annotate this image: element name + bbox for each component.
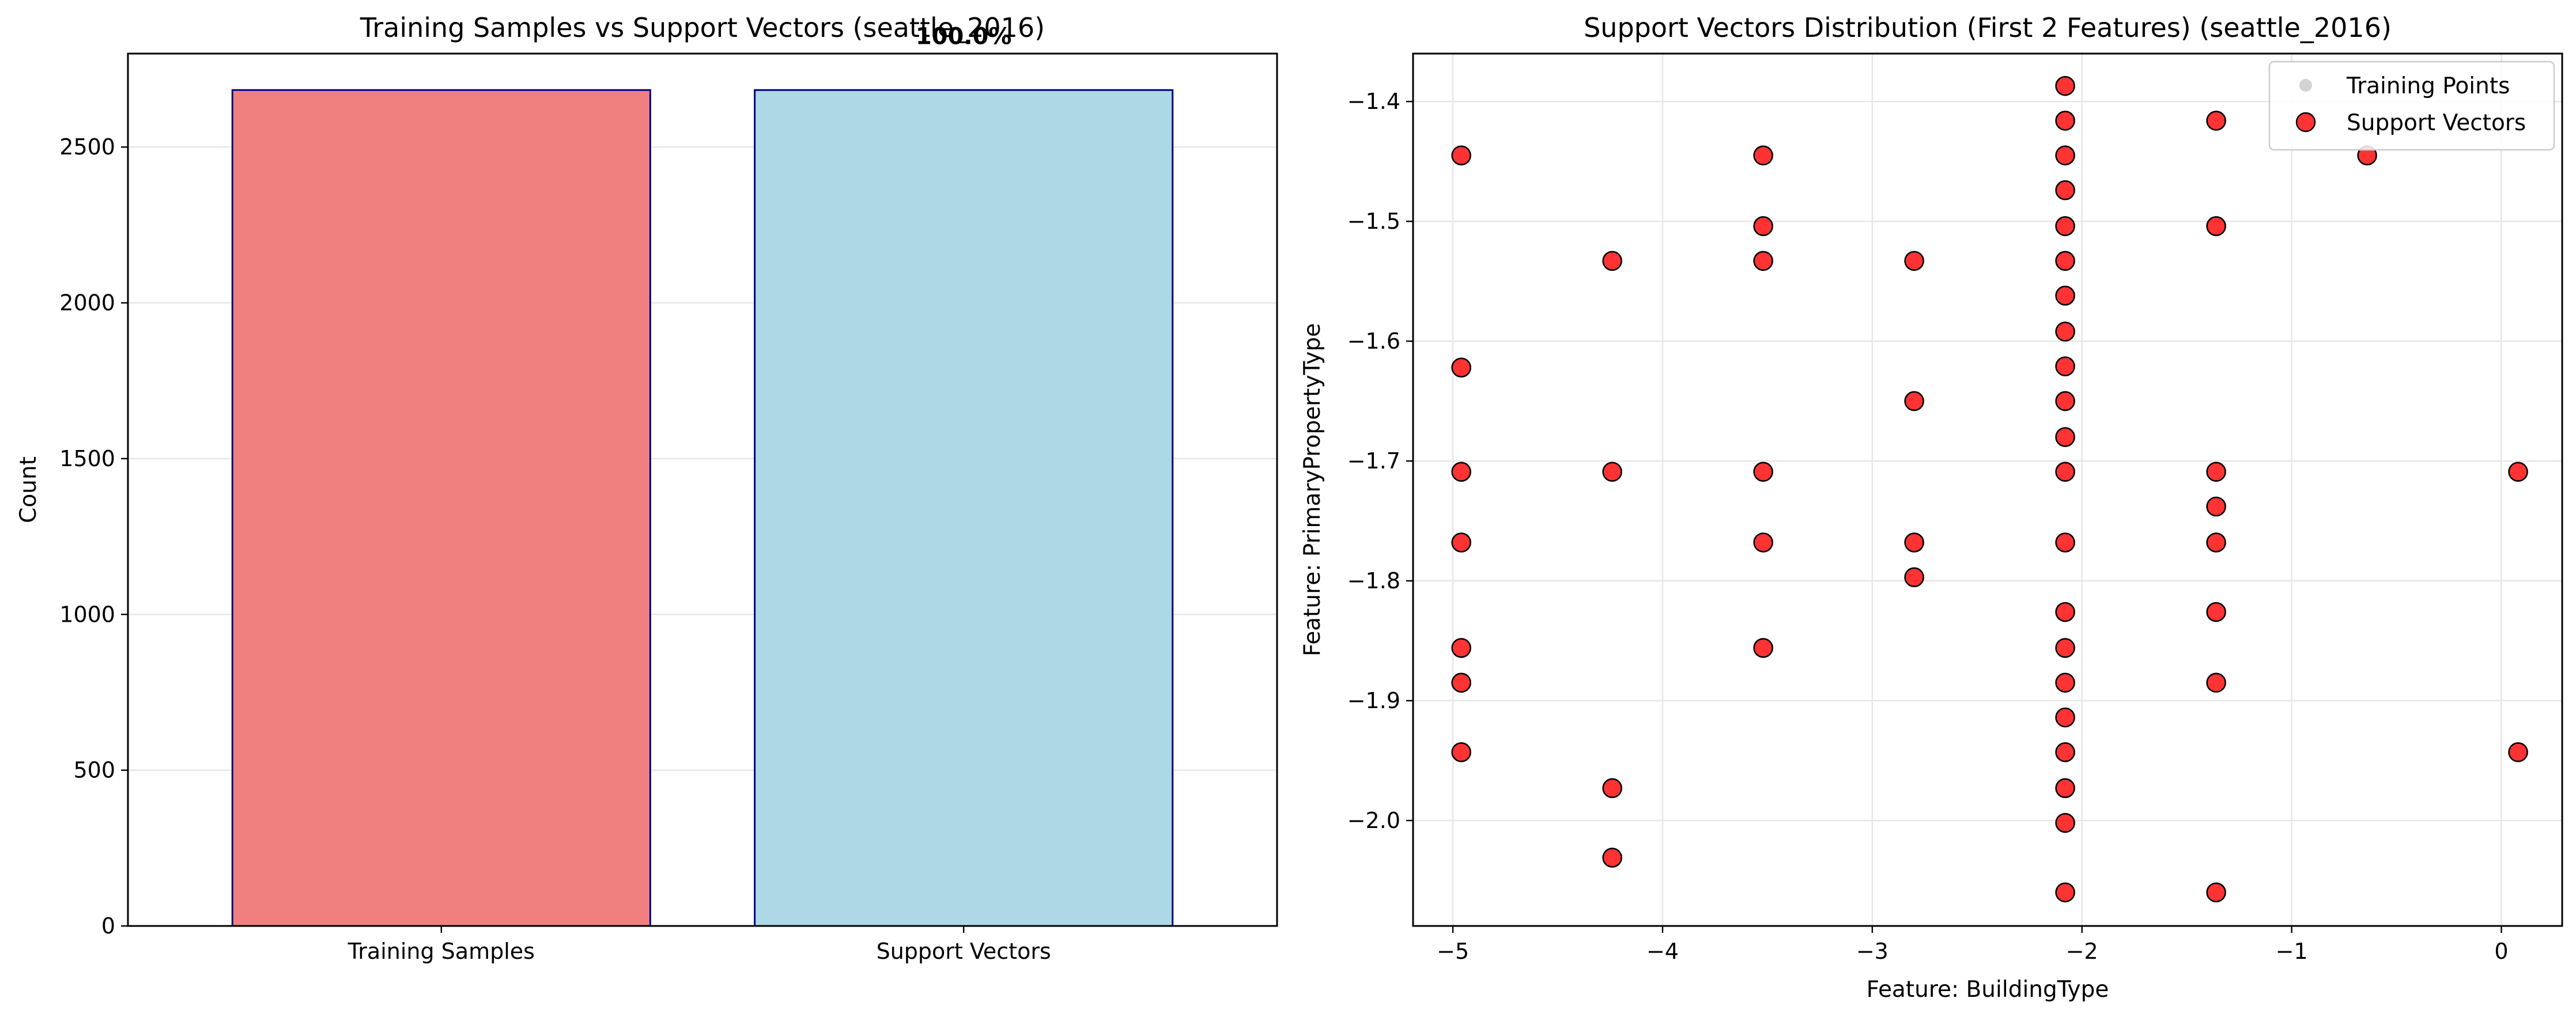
support-vector-point <box>2206 496 2226 517</box>
scatter-chart-panel: −2.0 −1.9 −1.8 −1.7 −1.6 −1.5 −1.4 −5 −4 −3 −2 −1 0… <box>1300 12 2563 1003</box>
bar-chart-frame <box>127 52 1278 927</box>
support-vector-point <box>1904 251 1924 271</box>
support-vector-point <box>2206 111 2226 131</box>
bar-chart-x-tick-label: Support Vectors <box>877 939 1051 964</box>
bar-chart-bars <box>231 89 1174 927</box>
scatter-chart-x-tick-label: −2 <box>2066 939 2098 964</box>
support-vector-point <box>2055 532 2075 553</box>
support-vector-point <box>2206 672 2226 693</box>
support-vector-point <box>1602 778 1622 799</box>
support-vector-point <box>1602 848 1622 868</box>
support-vector-point <box>2055 322 2075 342</box>
legend-box <box>2268 61 2555 151</box>
support-vector-point <box>2055 75 2075 96</box>
bar-chart-y-tick-label: 0 <box>101 913 115 939</box>
scatter-chart-x-tick-label: 0 <box>2494 939 2508 964</box>
legend-support-vectors-marker <box>2295 112 2316 133</box>
bar-training-samples <box>231 89 651 927</box>
support-vector-point <box>2055 672 2075 693</box>
support-vector-point <box>1753 532 1773 553</box>
bar-chart-y-tick-label: 2000 <box>59 290 115 316</box>
bar-chart-x-ticks: Training Samples Support Vectors <box>348 926 1051 964</box>
scatter-chart-y-tick-label: −1.6 <box>1347 328 1400 354</box>
support-vector-point <box>1451 638 1471 658</box>
bar-chart-y-tick-label: 2500 <box>59 134 115 160</box>
bar-chart-y-axis-label: Count <box>16 456 41 523</box>
scatter-chart-title: Support Vectors Distribution (First 2 Fe… <box>1584 12 2392 43</box>
bar-chart-y-tick-label: 1000 <box>59 602 115 627</box>
support-vector-point <box>1753 216 1773 236</box>
legend-training-points-marker <box>2299 79 2312 92</box>
scatter-chart-frame <box>1412 52 2563 927</box>
support-vector-point <box>2055 707 2075 728</box>
support-vector-point <box>2055 111 2075 131</box>
support-vector-point <box>2055 638 2075 658</box>
legend-training-points-label: Training Points <box>2346 73 2510 99</box>
support-vector-point <box>1451 742 1471 762</box>
support-vector-point <box>1602 462 1622 482</box>
support-vector-point <box>2055 391 2075 411</box>
support-vector-point <box>1602 251 1622 271</box>
support-vector-point <box>1451 532 1471 553</box>
support-vector-point <box>1753 462 1773 482</box>
support-vector-point <box>1451 145 1471 166</box>
support-vector-point <box>2206 462 2226 482</box>
scatter-chart-y-ticks: −2.0 −1.9 −1.8 −1.7 −1.6 −1.5 −1.4 <box>1347 89 1413 833</box>
support-vector-point <box>2055 216 2075 236</box>
scatter-chart-x-tick-label: −5 <box>1437 939 1469 964</box>
support-vector-point <box>2055 812 2075 833</box>
support-vector-point <box>2055 251 2075 271</box>
support-vector-point <box>1904 391 1924 411</box>
support-vector-point <box>2055 356 2075 377</box>
bar-chart-y-ticks: 0 500 1000 1500 2000 2500 <box>59 134 128 939</box>
legend-support-vectors-label: Support Vectors <box>2347 110 2526 136</box>
bar-chart-annotation: 100.0% <box>916 23 1012 50</box>
support-vector-point <box>2206 216 2226 236</box>
scatter-chart-x-ticks: −5 −4 −3 −2 −1 0 <box>1437 926 2509 964</box>
scatter-chart-y-tick-label: −1.4 <box>1347 89 1400 114</box>
support-vector-point <box>1451 462 1471 482</box>
bar-support-vectors <box>754 89 1174 927</box>
scatter-chart-y-axis-label: Feature: PrimaryPropertyType <box>1300 323 1325 656</box>
support-vector-point <box>1451 672 1471 693</box>
scatter-chart-points <box>1451 75 2528 903</box>
scatter-chart-x-tick-label: −3 <box>1856 939 1888 964</box>
bar-chart-y-tick-label: 1500 <box>59 446 115 471</box>
support-vector-point <box>2055 145 2075 166</box>
support-vector-point <box>2206 602 2226 622</box>
scatter-chart-y-tick-label: −1.5 <box>1347 209 1400 234</box>
support-vector-point <box>1904 567 1924 588</box>
scatter-chart-y-tick-label: −1.7 <box>1347 448 1400 474</box>
support-vector-point <box>1753 145 1773 166</box>
scatter-chart-gridlines <box>1413 54 2562 926</box>
support-vector-point <box>2055 427 2075 447</box>
support-vector-point <box>2055 778 2075 799</box>
bar-chart-x-tick-label: Training Samples <box>348 939 535 964</box>
scatter-chart-y-tick-label: −1.9 <box>1347 688 1400 713</box>
scatter-chart-x-tick-label: −4 <box>1646 939 1679 964</box>
support-vector-point <box>2055 285 2075 306</box>
scatter-chart-y-tick-label: −2.0 <box>1347 808 1400 833</box>
scatter-chart-x-axis-label: Feature: BuildingType <box>1867 977 2109 1003</box>
bar-chart-panel: 0 500 1000 1500 2000 2500 Training Samples Sup… <box>16 12 1278 964</box>
support-vector-point <box>1753 638 1773 658</box>
support-vector-point <box>2055 602 2075 622</box>
support-vector-point <box>2508 742 2528 762</box>
support-vector-point <box>2055 882 2075 903</box>
support-vector-point <box>2055 180 2075 201</box>
support-vector-point <box>2055 462 2075 482</box>
support-vector-point <box>1904 532 1924 553</box>
scatter-chart-x-tick-label: −1 <box>2276 939 2308 964</box>
support-vector-point <box>1753 251 1773 271</box>
support-vector-point <box>2508 462 2528 482</box>
scatter-chart-legend: Training Points Support Vectors <box>2268 61 2555 151</box>
support-vector-point <box>2055 742 2075 762</box>
bar-chart-title: Training Samples vs Support Vectors (sea… <box>360 12 1045 43</box>
scatter-chart-y-tick-label: −1.8 <box>1347 568 1400 593</box>
support-vector-point <box>1451 357 1471 378</box>
support-vector-point <box>2206 532 2226 553</box>
support-vector-point <box>2206 882 2226 903</box>
bar-chart-y-tick-label: 500 <box>73 758 115 783</box>
